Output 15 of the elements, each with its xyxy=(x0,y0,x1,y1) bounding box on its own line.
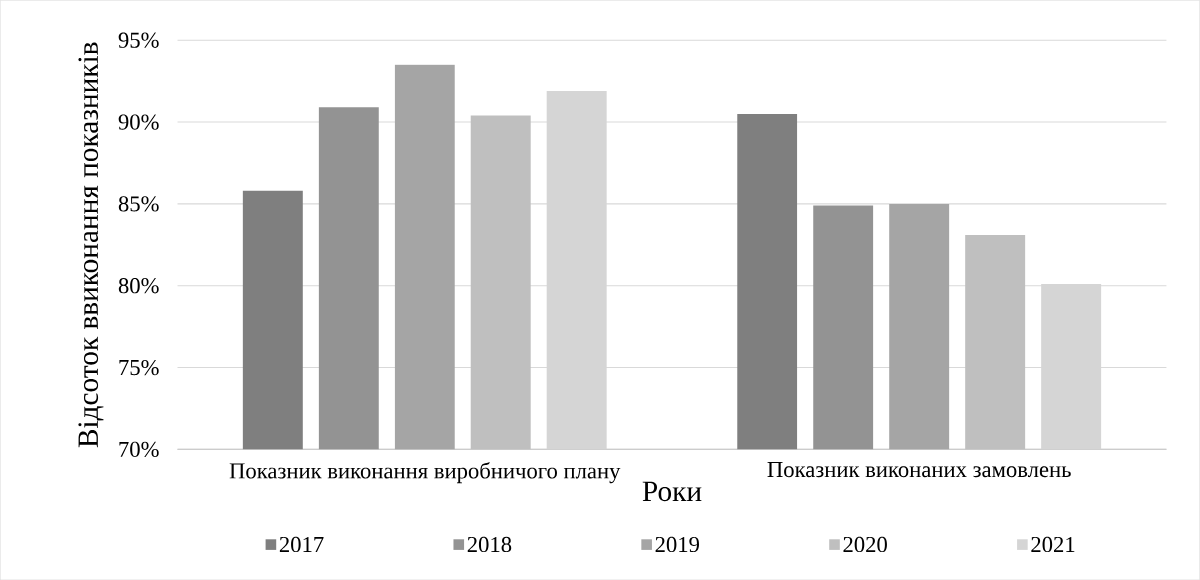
y-tick-label: 85% xyxy=(118,196,159,212)
legend-label: 2017 xyxy=(279,536,324,552)
y-tick-label: 80% xyxy=(118,277,159,294)
y-tick-label: 95% xyxy=(118,32,159,48)
x-tick-label: Показник виконання виробничого плану xyxy=(229,461,621,484)
y-tick-label: 75% xyxy=(119,359,159,376)
legend-label: 2020 xyxy=(843,536,887,552)
y-tick-label: 70% xyxy=(119,441,159,457)
x-axis-title: Роки xyxy=(642,481,702,502)
y-axis-title: Відсоток ввиконання показників xyxy=(78,42,104,448)
y-tick-label: 90% xyxy=(118,114,159,130)
legend-label: 2019 xyxy=(655,536,700,552)
legend-label: 2021 xyxy=(1031,536,1075,552)
x-tick-label: Показник виконаних замовлень xyxy=(767,461,1071,478)
legend-label: 2018 xyxy=(467,536,512,552)
